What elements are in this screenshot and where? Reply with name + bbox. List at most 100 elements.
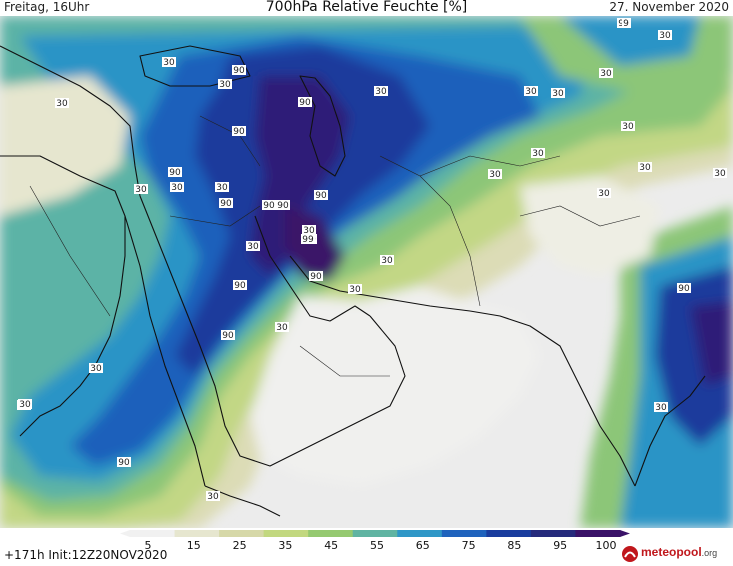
svg-text:30: 30 — [90, 364, 102, 374]
colorbar-label: 55 — [370, 539, 384, 550]
colorbar-swatch — [219, 530, 265, 537]
colorbar-swatch — [174, 530, 220, 537]
svg-text:90: 90 — [233, 66, 245, 76]
border-3 — [419, 155, 561, 177]
contour-labels: 9030903030903030303030903030903090909090… — [17, 18, 727, 502]
colorbar-label: 95 — [553, 539, 567, 550]
field-dry-arabia — [250, 286, 540, 486]
contour-label: 90 — [276, 200, 290, 211]
contour-label: 30 — [658, 30, 672, 41]
caspian-sea — [299, 75, 346, 177]
contour-label: 90 — [219, 198, 233, 209]
forecast-run-label: +171h Init:12Z20NOV2020 — [4, 548, 168, 562]
field-dry-north-india — [520, 176, 660, 276]
svg-text:90: 90 — [222, 331, 234, 341]
svg-text:30: 30 — [303, 226, 315, 236]
svg-text:30: 30 — [552, 89, 564, 99]
colorbar-label: 75 — [462, 539, 476, 550]
contour-label: 30 — [348, 284, 362, 295]
colorbar-label: 100 — [596, 539, 617, 550]
contour-label: 30 — [654, 402, 668, 413]
humidity-fields — [0, 16, 733, 528]
svg-text:90: 90 — [169, 168, 181, 178]
colorbar-swatch — [486, 530, 532, 537]
contour-label: 30 — [55, 98, 69, 109]
contour-label: 30 — [531, 148, 545, 159]
contour-label: 90 — [232, 65, 246, 76]
contour-label: 30 — [599, 68, 613, 79]
field-ne-65 — [560, 16, 700, 66]
contour-label: 90 — [314, 190, 328, 201]
svg-text:30: 30 — [163, 58, 175, 68]
field-east-95 — [690, 301, 733, 386]
border-2 — [379, 155, 481, 307]
contour-label: 30 — [551, 88, 565, 99]
colorbar-label: 45 — [324, 539, 338, 550]
svg-text:90: 90 — [263, 201, 275, 211]
svg-text:30: 30 — [639, 163, 651, 173]
svg-text:30: 30 — [207, 492, 219, 502]
colorbar-swatch — [308, 530, 354, 537]
svg-text:30: 30 — [375, 87, 387, 97]
india-east-coast — [634, 375, 706, 487]
contour-label: 30 — [218, 79, 232, 90]
colorbar-label: 65 — [416, 539, 430, 550]
svg-text:90: 90 — [234, 281, 246, 291]
svg-text:90: 90 — [310, 272, 322, 282]
svg-text:30: 30 — [276, 323, 288, 333]
svg-text:30: 30 — [598, 189, 610, 199]
logo-icon — [622, 546, 638, 562]
svg-text:9: 9 — [623, 19, 629, 29]
svg-text:90: 90 — [277, 201, 289, 211]
svg-text:30: 30 — [171, 183, 183, 193]
contour-label: 90 — [168, 167, 182, 178]
mediterranean-coast — [0, 45, 141, 197]
contour-label: 30 — [246, 241, 260, 252]
svg-text:30: 30 — [19, 400, 31, 410]
border-6 — [519, 205, 641, 227]
contour-label: 90 — [117, 457, 131, 468]
svg-text:30: 30 — [489, 170, 501, 180]
contour-label: 90 — [262, 200, 276, 211]
svg-text:90: 90 — [118, 458, 130, 468]
svg-text:30: 30 — [714, 169, 726, 179]
svg-text:90: 90 — [220, 199, 232, 209]
contour-label: 90 — [232, 126, 246, 137]
contour-label: 30 — [621, 121, 635, 132]
svg-text:30: 30 — [622, 122, 634, 132]
colorbar-label: 25 — [233, 539, 247, 550]
colorbar-swatch — [352, 530, 398, 537]
contour-label: 99 — [301, 234, 315, 245]
colorbar-label: 85 — [507, 539, 521, 550]
india-west-coast — [469, 310, 636, 487]
colorbar-swatch — [397, 530, 443, 537]
svg-text:99: 99 — [302, 235, 314, 245]
header: Freitag, 16Uhr 700hPa Relative Feuchte [… — [0, 0, 733, 16]
coastlines — [0, 45, 706, 517]
svg-text:90: 90 — [299, 98, 311, 108]
contour-label: 30 — [215, 182, 229, 193]
contour-label: 90 — [309, 271, 323, 282]
contour-label: 90 — [233, 280, 247, 291]
border-5 — [29, 185, 111, 317]
colorbar-swatch — [530, 530, 576, 537]
meteopool-logo[interactable]: meteopool.org — [621, 544, 729, 564]
contour-label: 30 — [380, 255, 394, 266]
svg-text:30: 30 — [659, 31, 671, 41]
contour-label: 30 — [597, 188, 611, 199]
svg-text:30: 30 — [56, 99, 68, 109]
valid-day-label: Freitag, 16Uhr — [4, 0, 90, 14]
svg-text:30: 30 — [349, 285, 361, 295]
contour-label: 30 — [89, 363, 103, 374]
colorbar-label: 5 — [145, 539, 152, 550]
colorbar-label: 35 — [278, 539, 292, 550]
humidity-map: 9030903030903030303030903030903090909090… — [0, 16, 733, 528]
svg-text:30: 30 — [655, 403, 667, 413]
svg-text:30: 30 — [135, 185, 147, 195]
svg-text:90: 90 — [233, 127, 245, 137]
border-1 — [299, 345, 390, 377]
contour-label: 30 — [524, 86, 538, 97]
colorbar-swatch — [263, 530, 309, 537]
field-95 — [250, 76, 350, 276]
